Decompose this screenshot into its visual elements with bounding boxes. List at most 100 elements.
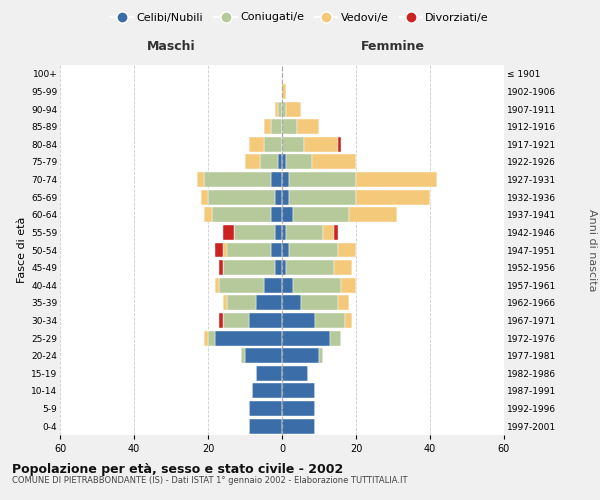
Text: COMUNE DI PIETRABBONDANTE (IS) - Dati ISTAT 1° gennaio 2002 - Elaborazione TUTTI: COMUNE DI PIETRABBONDANTE (IS) - Dati IS… (12, 476, 407, 485)
Bar (223, 242, 227, 258)
Bar (289, 242, 337, 258)
Bar (275, 225, 282, 240)
Bar (278, 102, 282, 116)
Bar (245, 154, 260, 170)
Bar (208, 190, 275, 204)
Bar (256, 296, 282, 310)
Bar (301, 296, 337, 310)
Bar (223, 225, 234, 240)
Bar (286, 102, 301, 116)
Bar (219, 313, 223, 328)
Bar (249, 313, 282, 328)
Bar (275, 190, 282, 204)
Bar (282, 225, 286, 240)
Bar (293, 278, 341, 292)
Bar (282, 366, 308, 381)
Bar (256, 366, 282, 381)
Bar (249, 401, 282, 416)
Bar (349, 208, 397, 222)
Bar (271, 172, 282, 187)
Bar (337, 137, 341, 152)
Bar (334, 260, 352, 275)
Text: Maschi: Maschi (146, 40, 196, 52)
Bar (215, 242, 223, 258)
Bar (304, 137, 337, 152)
Bar (282, 190, 289, 204)
Bar (286, 154, 311, 170)
Bar (223, 260, 275, 275)
Bar (234, 225, 275, 240)
Bar (282, 119, 297, 134)
Bar (323, 225, 334, 240)
Bar (282, 313, 316, 328)
Bar (282, 84, 286, 99)
Bar (282, 330, 330, 345)
Bar (282, 102, 286, 116)
Bar (263, 278, 282, 292)
Bar (241, 348, 245, 363)
Bar (289, 172, 356, 187)
Bar (263, 119, 271, 134)
Bar (293, 208, 349, 222)
Bar (204, 330, 208, 345)
Bar (208, 330, 215, 345)
Bar (316, 313, 345, 328)
Bar (263, 137, 282, 152)
Bar (334, 225, 337, 240)
Bar (215, 278, 219, 292)
Bar (282, 154, 286, 170)
Bar (286, 225, 323, 240)
Bar (200, 190, 208, 204)
Bar (330, 330, 341, 345)
Bar (297, 119, 319, 134)
Bar (282, 278, 293, 292)
Bar (249, 137, 263, 152)
Bar (212, 208, 271, 222)
Bar (249, 418, 282, 434)
Bar (282, 401, 316, 416)
Bar (345, 313, 352, 328)
Text: Anni di nascita: Anni di nascita (587, 209, 597, 291)
Bar (219, 260, 223, 275)
Bar (282, 384, 316, 398)
Bar (282, 172, 289, 187)
Bar (204, 208, 212, 222)
Bar (197, 172, 204, 187)
Bar (282, 208, 293, 222)
Bar (282, 260, 286, 275)
Bar (356, 172, 437, 187)
Bar (271, 242, 282, 258)
Y-axis label: Fasce di età: Fasce di età (17, 217, 27, 283)
Bar (286, 260, 334, 275)
Bar (219, 278, 263, 292)
Bar (245, 348, 282, 363)
Bar (311, 154, 356, 170)
Bar (356, 190, 430, 204)
Bar (337, 296, 349, 310)
Bar (282, 242, 289, 258)
Bar (337, 242, 356, 258)
Bar (341, 278, 356, 292)
Bar (289, 190, 356, 204)
Bar (223, 313, 249, 328)
Bar (215, 330, 282, 345)
Bar (275, 260, 282, 275)
Bar (204, 172, 271, 187)
Bar (282, 296, 301, 310)
Legend: Celibi/Nubili, Coniugati/e, Vedovi/e, Divorziati/e: Celibi/Nubili, Coniugati/e, Vedovi/e, Di… (107, 8, 493, 27)
Bar (275, 102, 278, 116)
Bar (278, 154, 282, 170)
Bar (227, 296, 256, 310)
Bar (260, 154, 278, 170)
Bar (271, 119, 282, 134)
Bar (227, 242, 271, 258)
Bar (282, 137, 304, 152)
Bar (282, 348, 319, 363)
Bar (271, 208, 282, 222)
Text: Femmine: Femmine (361, 40, 425, 52)
Bar (223, 296, 227, 310)
Text: Popolazione per età, sesso e stato civile - 2002: Popolazione per età, sesso e stato civil… (12, 462, 343, 475)
Bar (282, 418, 316, 434)
Bar (253, 384, 282, 398)
Bar (319, 348, 323, 363)
